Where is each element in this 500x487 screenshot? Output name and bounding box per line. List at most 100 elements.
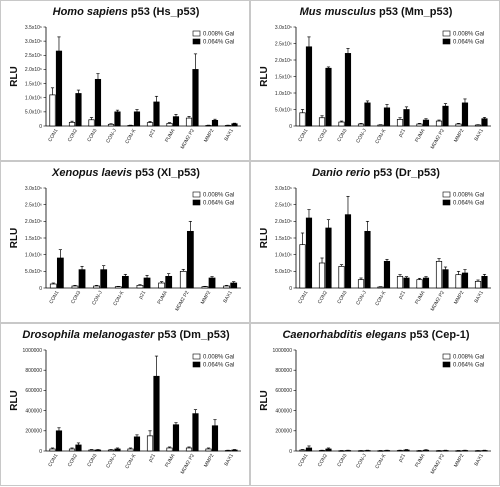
chart-svg: Xenopus laevis p53 (Xl_p53) RLU 0 5.0x10⁵ 1.…: [9, 167, 241, 312]
bar: [325, 448, 332, 452]
y-tick-label: 800000: [25, 368, 42, 374]
x-tick-label: p21: [138, 290, 147, 300]
bar: [383, 107, 391, 127]
bar: [481, 275, 488, 289]
chart-title: Drosophila melanogaster p53 (Dm_p53): [22, 329, 230, 341]
chart-title-part: Mus musculus: [300, 6, 376, 18]
bar: [230, 282, 238, 289]
bar: [192, 413, 199, 452]
y-tick-label: 200000: [25, 429, 42, 435]
y-axis-label: RLU: [259, 390, 270, 411]
x-tick-label: CON1: [47, 128, 59, 143]
bar: [231, 123, 238, 127]
bar: [318, 117, 326, 127]
x-tick-label: MDM2 P2: [180, 128, 196, 150]
y-tick-label: 1.0x10⁶: [275, 252, 292, 258]
bar: [474, 124, 482, 127]
chart-title-part: Drosophila melanogaster: [22, 329, 155, 341]
chart-title-part: Xenopus laevis: [51, 167, 132, 179]
bar: [165, 275, 173, 289]
bar: [166, 123, 173, 127]
y-tick-label: 3.0x10⁶: [25, 186, 42, 192]
y-tick-label: 600000: [25, 388, 42, 394]
chart-panel: Mus musculus p53 (Mm_p53) RLU 0 5.0x10⁵ 1.0x…: [250, 0, 500, 161]
y-tick-label: 2.5x10⁶: [275, 41, 292, 47]
y-tick-label: 0: [289, 286, 292, 292]
bar: [127, 448, 134, 452]
bar: [107, 123, 115, 127]
y-tick-label: 2.5x10⁶: [275, 202, 292, 208]
x-tick-label: PUMA: [164, 127, 177, 143]
bar: [318, 450, 326, 452]
legend-label: 0.064% Gal: [203, 363, 234, 369]
legend-label: 0.064% Gal: [203, 40, 234, 46]
bar: [158, 282, 166, 289]
x-tick-label: MDM2 P2: [180, 453, 196, 475]
x-tick-label: CON-J: [355, 128, 368, 145]
x-tick-label: CON-J: [355, 290, 368, 307]
x-tick-label: p21: [148, 453, 157, 463]
y-tick-label: 1.0x10⁶: [25, 96, 42, 102]
bar: [325, 67, 332, 127]
legend-label: 0.008% Gal: [203, 32, 234, 38]
chart-panel: Xenopus laevis p53 (Xl_p53) RLU 0 5.0x10⁵ 1.…: [0, 161, 250, 323]
legend-swatch: [442, 353, 451, 360]
x-tick-label: PUMA: [156, 289, 169, 305]
x-tick-label: p21: [398, 453, 407, 463]
bar: [377, 286, 384, 289]
x-tick-label: PUMA: [164, 452, 177, 468]
bar: [357, 279, 365, 289]
legend-swatch: [442, 38, 451, 45]
bar: [403, 449, 410, 452]
legend-label: 0.008% Gal: [453, 355, 484, 361]
y-axis-label: RLU: [259, 228, 270, 249]
x-tick-label: CON-K: [374, 289, 388, 307]
chart-title-part: Homo sapiens: [53, 6, 128, 18]
x-tick-label: CON3: [86, 128, 98, 143]
x-tick-label: CON-J: [105, 128, 118, 145]
bar: [55, 50, 63, 127]
x-tick-label: CON1: [48, 290, 60, 305]
bar: [364, 450, 371, 452]
x-tick-label: CON3: [336, 453, 348, 468]
bar: [143, 277, 151, 289]
bar: [78, 269, 86, 289]
bar: [338, 265, 345, 289]
bar: [172, 116, 180, 127]
bar: [179, 270, 187, 289]
x-tick-label: MMP2: [453, 290, 466, 306]
bar: [88, 119, 95, 127]
bar: [305, 447, 313, 452]
x-tick-label: CON1: [297, 453, 309, 468]
bar: [201, 286, 209, 289]
bar: [211, 425, 219, 452]
bar: [396, 275, 404, 289]
x-tick-label: CON-J: [355, 453, 368, 470]
x-tick-label: MDM2 P2: [430, 453, 446, 475]
chart-svg: Danio rerio p53 (Dr_p53) RLU 0 5.0x10⁵ 1.0x1…: [259, 167, 491, 312]
chart-svg: Mus musculus p53 (Mm_p53) RLU 0 5.0x10⁵ 1.0x…: [259, 6, 491, 150]
bar: [71, 285, 79, 289]
bar: [146, 122, 154, 127]
chart-title: Xenopus laevis p53 (Xl_p53): [51, 167, 200, 179]
chart-title-part: Danio rerio: [312, 167, 370, 179]
bar: [75, 444, 82, 452]
legend-swatch: [192, 30, 201, 37]
legend-swatch: [442, 199, 451, 206]
bar: [186, 230, 194, 289]
x-tick-label: CON3: [336, 290, 348, 305]
x-tick-label: CON2: [317, 290, 329, 305]
y-tick-label: 800000: [275, 368, 292, 374]
bar: [318, 262, 326, 289]
y-tick-label: 3.0x10⁶: [275, 186, 292, 192]
bar: [114, 286, 122, 289]
bar: [100, 269, 108, 289]
bar: [403, 109, 410, 127]
bar: [422, 277, 430, 289]
x-tick-label: BAX1: [223, 128, 235, 142]
bar: [377, 124, 384, 127]
y-tick-label: 0: [39, 449, 42, 455]
bar: [166, 447, 173, 452]
legend-swatch: [192, 361, 201, 368]
y-tick-label: 2.0x10⁶: [275, 58, 292, 64]
